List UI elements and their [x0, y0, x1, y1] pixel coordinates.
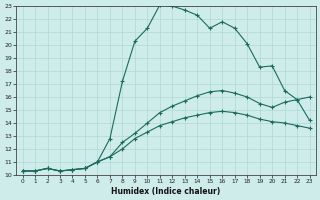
X-axis label: Humidex (Indice chaleur): Humidex (Indice chaleur) — [111, 187, 221, 196]
